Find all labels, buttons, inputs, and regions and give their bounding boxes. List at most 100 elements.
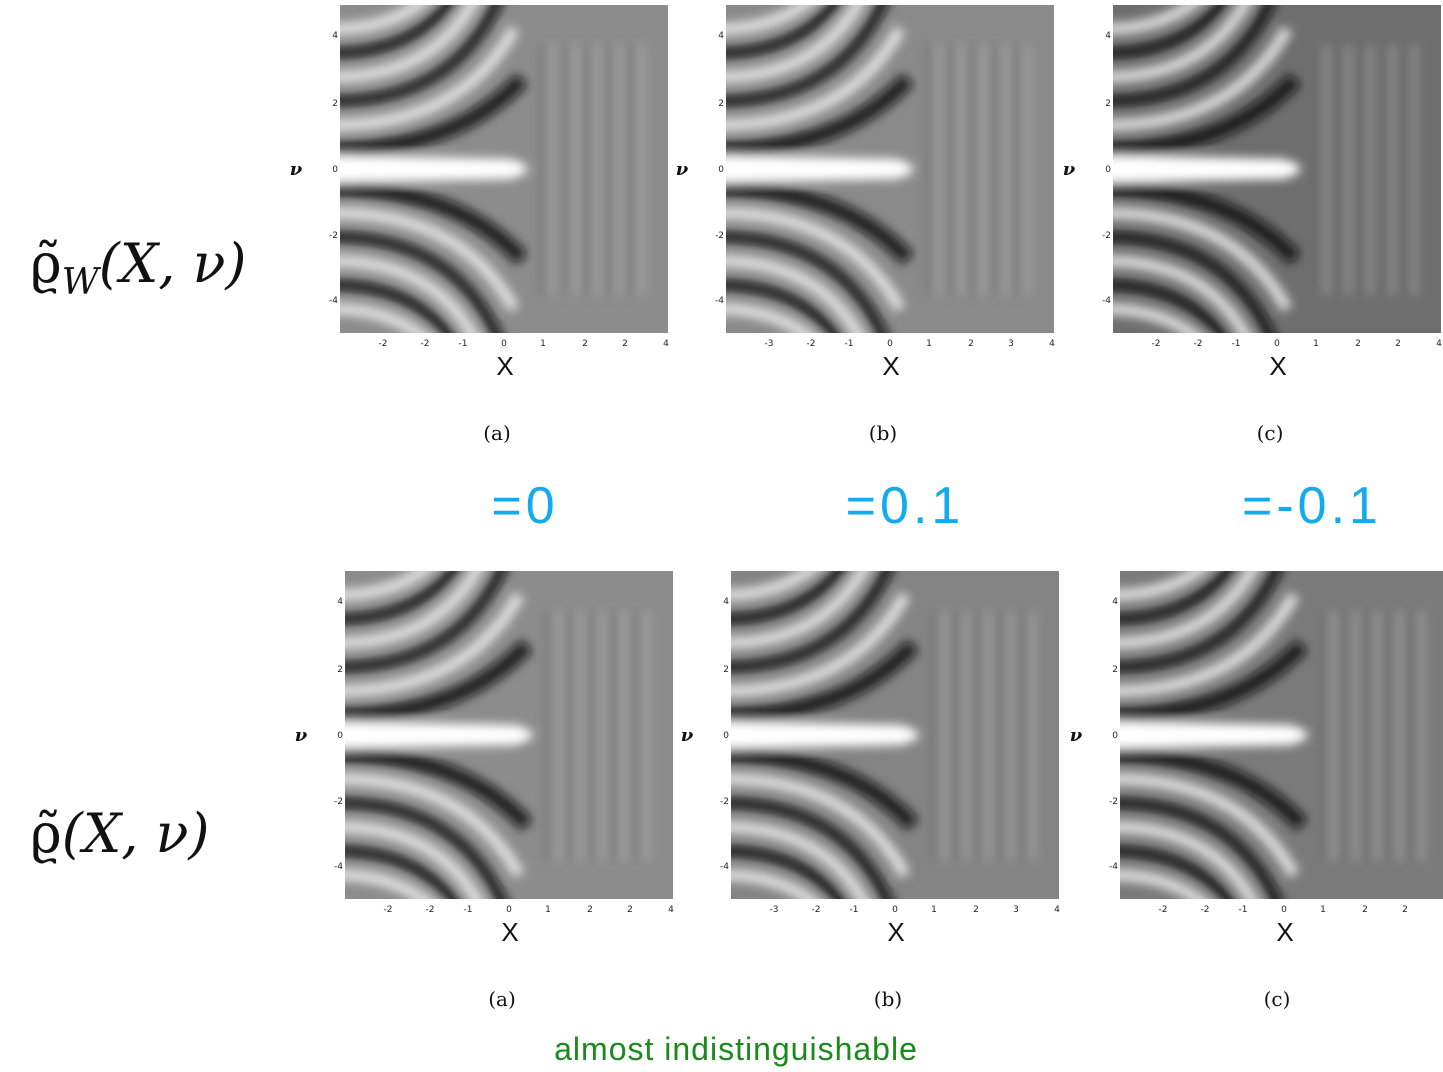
fringe	[1113, 181, 1301, 265]
x-tick-label: 0	[1274, 339, 1280, 349]
fringe	[1113, 26, 1293, 131]
stripe	[942, 611, 947, 861]
y-axis-label: ν	[681, 725, 694, 746]
y-tick-label: -2	[1109, 797, 1118, 807]
x-tick-label: -1	[845, 339, 854, 349]
x-axis-label: X	[501, 917, 518, 947]
fringe	[1120, 773, 1300, 878]
fringe	[1120, 869, 1208, 899]
x-tick-label: -2	[812, 905, 821, 915]
fringe	[1113, 5, 1276, 107]
x-tick-label: 4	[1054, 905, 1060, 915]
fringe	[726, 5, 814, 35]
fringe	[726, 181, 914, 265]
x-tick-label: 4	[663, 339, 669, 349]
fringe	[345, 571, 484, 649]
central-lobe	[340, 155, 528, 183]
x-tick-label: 0	[1281, 905, 1287, 915]
x-tick-label: 0	[501, 339, 507, 349]
y-tick-label: -2	[715, 231, 724, 241]
y-tick-label: -2	[334, 797, 343, 807]
x-tick-label: 1	[540, 339, 546, 349]
fringe	[1120, 571, 1259, 649]
stripe	[981, 45, 986, 295]
x-tick-label: -1	[1232, 339, 1241, 349]
caption: (c)	[1257, 421, 1284, 445]
fringe	[345, 845, 460, 899]
stripe	[992, 45, 997, 295]
caption: (c)	[1264, 987, 1291, 1011]
stripe	[1008, 611, 1013, 861]
stripe	[556, 611, 561, 861]
fringe	[726, 255, 865, 333]
x-tick-label: 0	[887, 339, 893, 349]
fringe	[1113, 207, 1293, 312]
fringe	[731, 773, 911, 878]
x-tick-label: 2	[627, 905, 633, 915]
stripe	[595, 45, 600, 295]
y-tick-label: 0	[1105, 165, 1111, 175]
y-tick-label: 0	[723, 731, 729, 741]
x-tick-label: -2	[379, 339, 388, 349]
y-tick-label: 2	[723, 665, 729, 675]
y-axis-label: ν	[290, 159, 303, 180]
caption: (b)	[869, 421, 897, 445]
fringe	[340, 5, 503, 107]
image-pattern	[345, 571, 649, 899]
x-tick-label: 2	[968, 339, 974, 349]
x-tick-label: 2	[1402, 905, 1408, 915]
fringe	[1120, 571, 1235, 625]
image-pattern	[340, 5, 644, 333]
fringe	[340, 231, 503, 333]
fringe	[731, 571, 894, 673]
y-tick-label: 2	[1112, 665, 1118, 675]
row-label-args: (X, ν)	[62, 802, 210, 865]
y-tick-label: -4	[720, 862, 729, 872]
stripe	[1401, 45, 1406, 295]
x-tick-label: 2	[1395, 339, 1401, 349]
y-tick-label: 2	[1105, 99, 1111, 109]
x-tick-label: -1	[459, 339, 468, 349]
x-tick-label: -1	[464, 905, 473, 915]
central-lobe	[1120, 721, 1308, 749]
x-tick-label: 1	[1320, 905, 1326, 915]
stripe	[964, 611, 969, 861]
x-tick-label: -2	[426, 905, 435, 915]
heatmap-image	[1113, 5, 1441, 333]
stripe	[639, 45, 644, 295]
x-tick-label: -2	[1152, 339, 1161, 349]
y-tick-label: -2	[1102, 231, 1111, 241]
fringe	[340, 303, 428, 333]
fringe	[731, 571, 819, 601]
row-label-subscript: W	[62, 262, 102, 303]
x-tick-label: -2	[807, 339, 816, 349]
fringe	[345, 747, 533, 831]
y-tick-label: -4	[1109, 862, 1118, 872]
y-tick-label: 4	[718, 31, 724, 41]
stripe	[545, 611, 550, 861]
y-tick-label: -4	[1102, 296, 1111, 306]
fringe	[340, 73, 528, 157]
x-axis-label: X	[882, 351, 899, 381]
fringe	[1120, 571, 1208, 601]
x-axis-label: X	[1269, 351, 1286, 381]
fringe	[340, 5, 455, 59]
y-tick-label: 2	[337, 665, 343, 675]
x-tick-label: 2	[973, 905, 979, 915]
note: almost indistinguishable	[554, 1031, 918, 1067]
y-tick-label: 0	[332, 165, 338, 175]
condition: =-0.1	[1242, 477, 1382, 535]
fringe	[345, 571, 508, 673]
y-axis-label: ν	[1063, 159, 1076, 180]
fringe	[731, 571, 870, 649]
x-tick-label: 2	[582, 339, 588, 349]
stripe	[562, 45, 567, 295]
x-tick-label: 2	[622, 339, 628, 349]
x-tick-label: 3	[1013, 905, 1019, 915]
stripe	[948, 45, 953, 295]
fringe	[1120, 592, 1300, 697]
x-tick-label: -2	[421, 339, 430, 349]
stripe	[567, 611, 572, 861]
y-tick-label: -2	[720, 797, 729, 807]
